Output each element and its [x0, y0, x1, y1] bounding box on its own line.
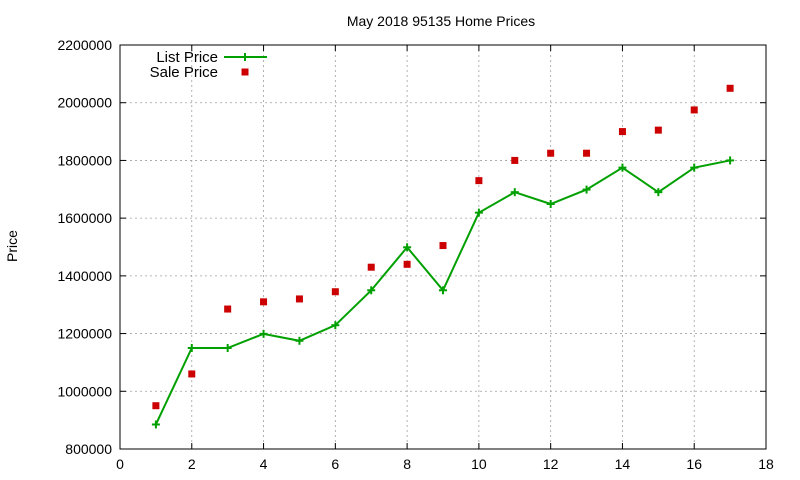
y-tick-label: 1800000 [57, 152, 112, 168]
list-price-point [259, 329, 268, 338]
y-tick-label: 1600000 [57, 210, 112, 226]
x-tick-label: 6 [331, 456, 339, 472]
y-tick-label: 1000000 [57, 383, 112, 399]
legend-label-list-price: List Price [156, 49, 218, 66]
list-price-point [151, 420, 160, 429]
list-price-point [618, 163, 627, 172]
list-price-point [403, 243, 412, 252]
y-tick-label: 800000 [65, 441, 112, 457]
sale-price-point [475, 177, 483, 185]
list-price-point [474, 208, 483, 217]
plot-frame [119, 44, 767, 450]
y-tick-label: 1400000 [57, 268, 112, 284]
x-tick-label: 18 [758, 456, 774, 472]
y-axis-label: Price [4, 230, 20, 262]
list-price-point [690, 163, 699, 172]
legend-marker-list-price [241, 53, 249, 61]
sale-price-point [690, 106, 698, 114]
list-price-point [187, 344, 196, 352]
x-tick-label: 4 [260, 456, 268, 472]
sale-price-point [726, 84, 734, 92]
list-price-point [726, 156, 735, 165]
sale-price-point [547, 149, 555, 157]
sale-price-point [439, 242, 447, 250]
y-tick-label: 2000000 [57, 95, 112, 111]
y-tick-label: 1200000 [57, 326, 112, 342]
y-tick-label: 2200000 [57, 37, 112, 53]
x-tick-label: 14 [615, 456, 631, 472]
legend-marker-sale-price [241, 68, 249, 76]
list-price-point [367, 286, 376, 295]
sale-price-point [224, 305, 232, 313]
sale-price-point [367, 263, 375, 271]
list-price-point [295, 336, 304, 345]
x-tick-label: 0 [116, 456, 124, 472]
sale-price-point [331, 288, 339, 296]
x-tick-label: 12 [543, 456, 559, 472]
chart-title: May 2018 95135 Home Prices [347, 13, 535, 29]
list-price-point [582, 185, 591, 194]
sale-price-point [618, 128, 626, 136]
list-price-point [439, 286, 447, 295]
sale-price-point [152, 402, 160, 410]
x-tick-label: 16 [686, 456, 702, 472]
axes: 0 2 4 6 8 10 12 14 16 18 800000 1000000 1200000 14000… [57, 37, 774, 472]
plot-series [151, 84, 735, 429]
sale-price-point [295, 295, 303, 303]
legend-label-sale-price: Sale Price [150, 64, 218, 81]
list-price-point [223, 344, 232, 352]
sale-price-point [188, 370, 196, 378]
list-price-point [546, 200, 555, 209]
list-price-point [510, 188, 519, 197]
x-tick-label: 10 [471, 456, 487, 472]
list-price-point [654, 188, 663, 197]
sale-price-point [403, 260, 411, 268]
sale-price-point [583, 149, 591, 157]
sale-price-point [260, 298, 268, 306]
sale-price-point [511, 156, 519, 164]
x-tick-label: 2 [188, 456, 196, 472]
list-price-point [331, 321, 340, 330]
sale-price-point [654, 126, 662, 134]
x-tick-label: 8 [403, 456, 411, 472]
